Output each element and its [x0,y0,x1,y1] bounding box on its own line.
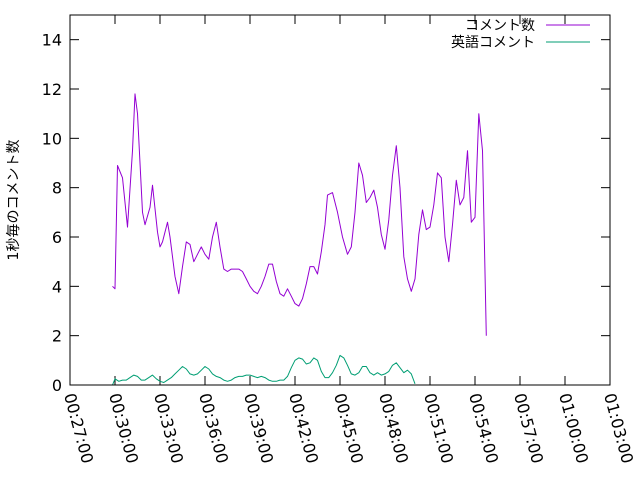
y-tick-labels: 0 2 4 6 8 10 12 14 [42,31,62,395]
x-tick-label: 00:30:00 [105,391,142,465]
x-tick-label: 00:57:00 [510,391,547,465]
x-tick-label: 00:54:00 [465,391,502,465]
x-tick-labels: 00:27:00 00:30:00 00:33:00 00:36:00 00:39:00… [60,391,637,465]
x-tick-label: 00:36:00 [195,391,232,465]
x-tick-label: 00:48:00 [375,391,412,465]
series-line-1 [112,93,487,336]
y-tick-label: 6 [52,228,62,247]
series-lines [112,93,487,386]
x-tick-label: 00:51:00 [420,391,457,465]
y-tick-label: 8 [52,179,62,198]
x-tick-label: 00:33:00 [150,391,187,465]
x-tick-label: 01:03:00 [600,391,637,465]
plot-frame [69,14,611,386]
y-tick-label: 2 [52,327,62,346]
y-axis-label: 1秒毎のコメント数 [6,140,22,261]
series-line-2 [112,354,416,386]
y-tick-label: 12 [42,80,62,99]
legend-label: 英語コメント [451,34,535,51]
x-tick-label: 00:45:00 [330,391,367,465]
axis-ticks [69,15,611,386]
x-tick-label: 00:39:00 [240,391,277,465]
x-tick-label: 00:27:00 [60,391,97,465]
y-tick-label: 14 [42,31,62,50]
x-tick-label: 01:00:00 [555,391,592,465]
y-tick-label: 4 [52,277,62,296]
x-tick-label: 00:42:00 [285,391,322,465]
y-tick-label: 10 [42,129,62,148]
legend-label: コメント数 [465,18,535,34]
y-tick-label: 0 [52,376,62,395]
